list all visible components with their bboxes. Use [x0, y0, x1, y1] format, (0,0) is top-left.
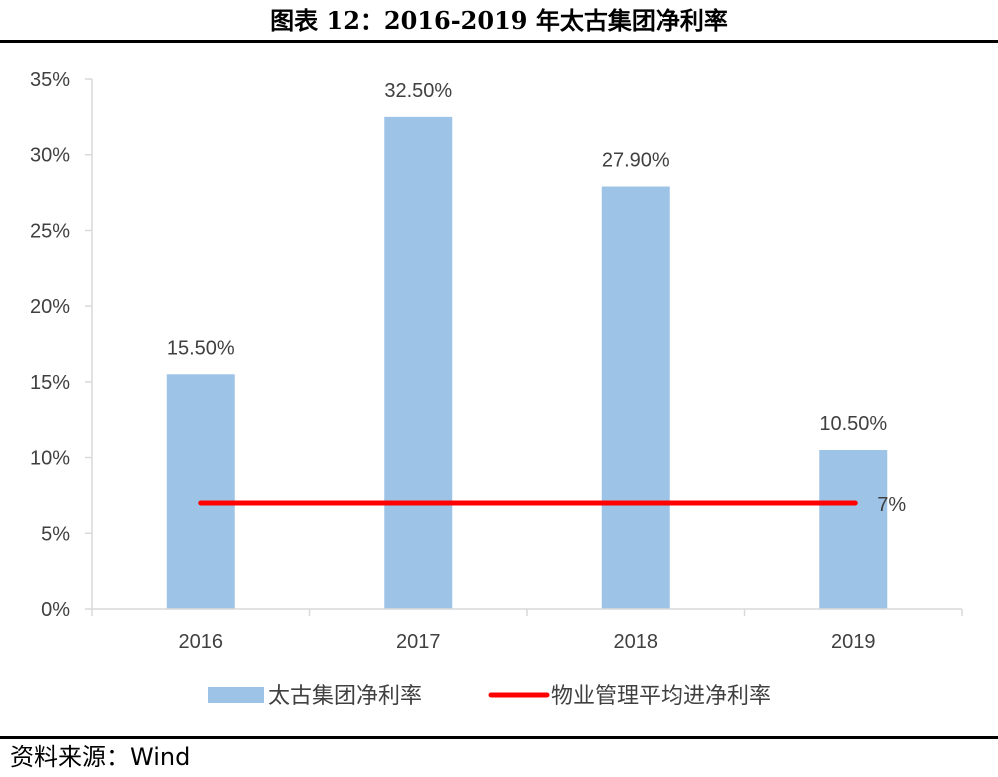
x-tick-label: 2018	[614, 631, 659, 653]
bar	[819, 450, 888, 609]
x-tick-label: 2019	[831, 631, 876, 653]
y-tick-label: 5%	[41, 523, 70, 545]
legend-line-label: 物业管理平均进净利率	[551, 684, 771, 709]
x-axis: 2016 2017 2018 2019	[91, 609, 963, 653]
legend: 太古集团净利率 物业管理平均进净利率	[208, 684, 771, 709]
bar-data-label: 15.50%	[167, 337, 235, 359]
y-tick-label: 0%	[41, 599, 70, 621]
bar-data-label: 27.90%	[602, 150, 670, 172]
y-tick-label: 20%	[30, 296, 70, 318]
y-tick-label: 30%	[30, 145, 70, 167]
average-line-label: 7%	[877, 494, 906, 516]
bar	[601, 186, 670, 609]
legend-bar-label: 太古集团净利率	[268, 684, 422, 709]
y-axis: 0% 5% 10% 15% 20% 25% 30% 35%	[30, 69, 92, 621]
bottom-rule	[0, 736, 998, 739]
x-tick-label: 2017	[396, 631, 441, 653]
y-tick-label: 10%	[30, 448, 70, 470]
bar-data-label: 32.50%	[384, 80, 452, 102]
bar	[384, 116, 453, 609]
bar-data-labels: 15.50% 32.50% 27.90% 10.50%	[167, 80, 888, 435]
y-tick-label: 15%	[30, 372, 70, 394]
y-tick-label: 35%	[30, 69, 70, 91]
figure-title: 图表 12：2016-2019 年太古集团净利率	[270, 6, 728, 35]
y-tick-label: 25%	[30, 220, 70, 242]
top-rule	[0, 40, 998, 43]
bar	[166, 374, 235, 609]
source-note: 资料来源：Wind	[10, 743, 191, 771]
bar-series	[166, 116, 888, 609]
bar-data-label: 10.50%	[819, 413, 887, 435]
x-tick-label: 2016	[179, 631, 224, 653]
legend-bar-swatch	[208, 687, 264, 703]
